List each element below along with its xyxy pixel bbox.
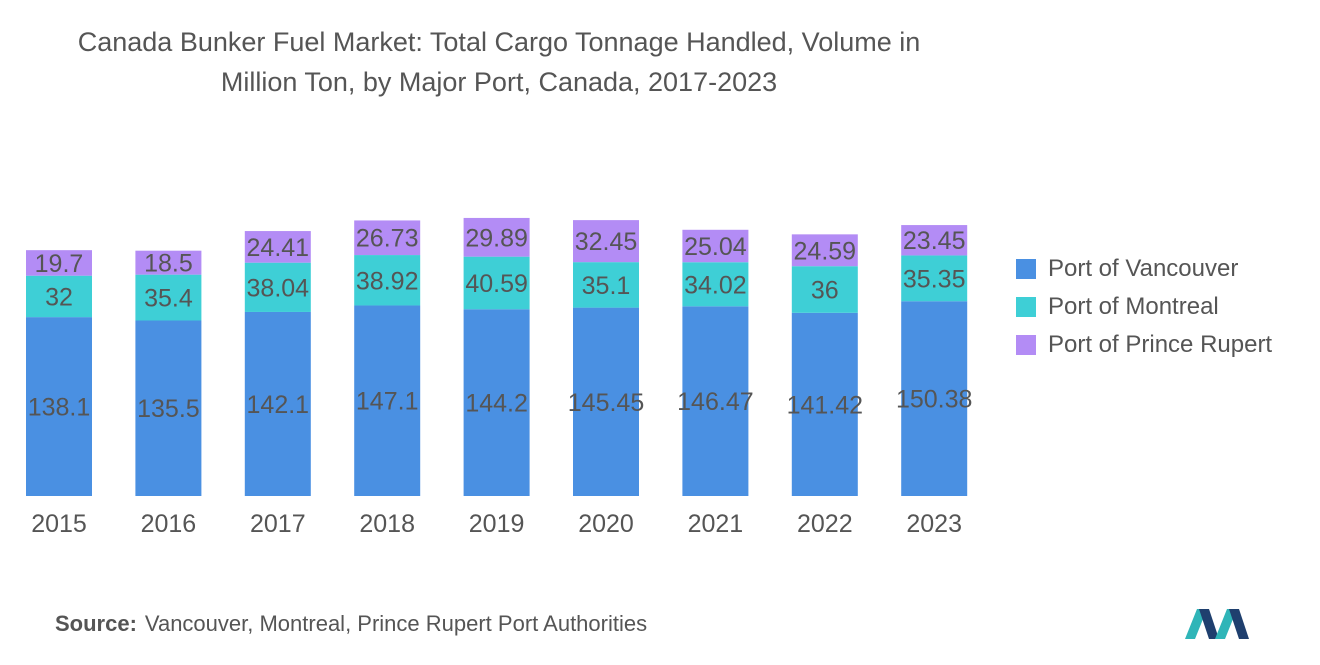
data-label-port-of-vancouver-2022: 141.42	[787, 391, 863, 419]
x-tick-label-2019: 2019	[469, 510, 525, 538]
bar-port-of-prince-rupert-2023	[901, 225, 968, 256]
x-tick-label-2016: 2016	[141, 510, 197, 538]
data-label-port-of-prince-rupert-2017: 24.41	[247, 234, 310, 262]
bar-port-of-vancouver-2017	[244, 311, 311, 496]
legend-label-montreal: Port of Montreal	[1048, 293, 1219, 320]
x-tick-label-2022: 2022	[797, 510, 853, 538]
legend-swatch-vancouver	[1016, 259, 1036, 279]
legend-item-prince-rupert: Port of Prince Rupert	[1016, 326, 1272, 364]
data-label-port-of-montreal-2016: 35.4	[144, 285, 193, 313]
data-label-port-of-prince-rupert-2022: 24.59	[794, 237, 857, 265]
x-tick-label-2017: 2017	[250, 510, 306, 538]
bar-port-of-montreal-2022	[791, 266, 858, 313]
data-label-port-of-montreal-2021: 34.02	[684, 271, 747, 299]
bar-port-of-prince-rupert-2021	[682, 229, 749, 263]
x-tick-label-2021: 2021	[688, 510, 744, 538]
data-label-port-of-prince-rupert-2019: 29.89	[465, 224, 528, 252]
bar-port-of-montreal-2021	[682, 262, 749, 307]
x-tick-label-2015: 2015	[31, 510, 87, 538]
data-label-port-of-montreal-2017: 38.04	[247, 274, 310, 302]
data-label-port-of-prince-rupert-2016: 18.5	[144, 250, 193, 278]
chart-title-line-2: Million Ton, by Major Port, Canada, 2017…	[220, 67, 778, 97]
data-label-port-of-montreal-2018: 38.92	[356, 267, 419, 295]
data-label-port-of-vancouver-2015: 138.1	[28, 394, 91, 422]
data-label-port-of-montreal-2022: 36	[811, 277, 839, 305]
bar-port-of-prince-rupert-2017	[244, 231, 311, 263]
data-label-port-of-prince-rupert-2015: 19.7	[35, 250, 84, 278]
data-label-port-of-vancouver-2023: 150.38	[896, 386, 972, 414]
bar-port-of-prince-rupert-2018	[354, 220, 421, 256]
data-label-port-of-vancouver-2018: 147.1	[356, 388, 419, 416]
bar-port-of-montreal-2019	[463, 256, 530, 310]
data-label-port-of-montreal-2015: 32	[45, 283, 73, 311]
bar-port-of-vancouver-2015	[26, 317, 92, 496]
x-tick-label-2023: 2023	[906, 510, 962, 538]
x-tick-label-2020: 2020	[578, 510, 634, 538]
legend-swatch-montreal	[1016, 297, 1036, 317]
chart-legend: Port of Vancouver Port of Montreal Port …	[1016, 250, 1272, 364]
data-label-port-of-prince-rupert-2020: 32.45	[575, 228, 638, 256]
chart-title: Canada Bunker Fuel Market: Total Cargo T…	[0, 22, 998, 102]
data-label-port-of-montreal-2020: 35.1	[582, 272, 631, 300]
data-label-port-of-vancouver-2020: 145.45	[568, 389, 644, 417]
bar-port-of-vancouver-2018	[354, 305, 421, 496]
legend-label-prince-rupert: Port of Prince Rupert	[1048, 331, 1273, 358]
data-label-port-of-vancouver-2017: 142.1	[247, 391, 310, 419]
data-label-port-of-vancouver-2021: 146.47	[677, 388, 753, 416]
bar-port-of-prince-rupert-2015	[26, 250, 92, 276]
bar-port-of-vancouver-2022	[791, 312, 858, 496]
bar-port-of-montreal-2020	[573, 262, 639, 308]
bar-port-of-montreal-2015	[26, 275, 92, 318]
legend-item-vancouver: Port of Vancouver	[1016, 250, 1272, 288]
source-note: Source: Vancouver, Montreal, Prince Ruper…	[55, 611, 647, 637]
stacked-bar-chart: 138.1 32 19.7 2015 135.5 35.4 18.5 2016 142.1 38.…	[26, 217, 972, 538]
bar-port-of-montreal-2023	[901, 255, 968, 302]
bar-port-of-prince-rupert-2019	[463, 217, 530, 257]
brand-logo-icon	[1185, 609, 1249, 639]
bar-port-of-prince-rupert-2016	[135, 250, 202, 275]
data-label-port-of-prince-rupert-2023: 23.45	[903, 227, 966, 255]
legend-item-montreal: Port of Montreal	[1016, 288, 1272, 326]
chart-title-line-1: Canada Bunker Fuel Market: Total Cargo T…	[77, 27, 921, 57]
bar-port-of-montreal-2017	[244, 262, 311, 312]
bar-port-of-prince-rupert-2020	[573, 220, 639, 263]
data-label-port-of-montreal-2023: 35.35	[903, 265, 966, 293]
bar-port-of-vancouver-2023	[901, 301, 968, 496]
bar-port-of-montreal-2018	[354, 255, 421, 306]
bar-port-of-prince-rupert-2022	[791, 234, 858, 267]
data-label-port-of-vancouver-2016: 135.5	[137, 395, 200, 423]
bar-port-of-vancouver-2016	[135, 320, 202, 496]
legend-swatch-prince-rupert	[1016, 335, 1036, 355]
source-label: Source:	[55, 611, 137, 636]
data-label-port-of-montreal-2019: 40.59	[465, 270, 528, 298]
legend-label-vancouver: Port of Vancouver	[1048, 255, 1239, 282]
bar-port-of-vancouver-2019	[463, 309, 530, 496]
bar-port-of-vancouver-2020	[573, 307, 639, 496]
data-label-port-of-prince-rupert-2021: 25.04	[684, 233, 747, 261]
source-text: Vancouver, Montreal, Prince Rupert Port …	[144, 611, 648, 636]
bar-port-of-montreal-2016	[135, 274, 202, 321]
bar-port-of-vancouver-2021	[682, 306, 749, 496]
data-label-port-of-vancouver-2019: 144.2	[465, 390, 528, 418]
data-label-port-of-prince-rupert-2018: 26.73	[356, 225, 419, 253]
x-tick-label-2018: 2018	[359, 510, 415, 538]
